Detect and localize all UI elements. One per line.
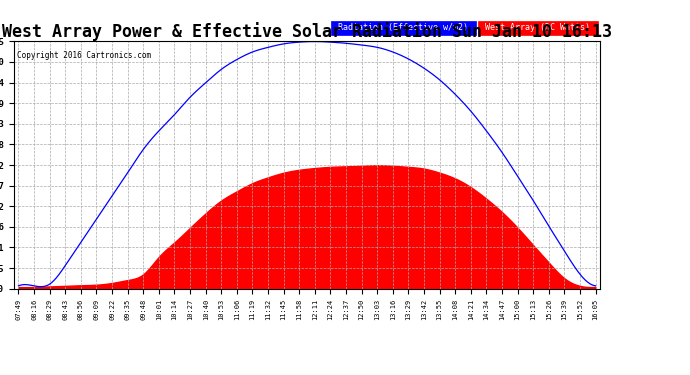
Text: West Array (DC Watts): West Array (DC Watts) bbox=[480, 23, 595, 32]
Title: West Array Power & Effective Solar Radiation Sun Jan 10 16:13: West Array Power & Effective Solar Radia… bbox=[2, 22, 612, 41]
Text: Radiation (Effective w/m2): Radiation (Effective w/m2) bbox=[333, 23, 473, 32]
Text: Copyright 2016 Cartronics.com: Copyright 2016 Cartronics.com bbox=[17, 51, 151, 60]
